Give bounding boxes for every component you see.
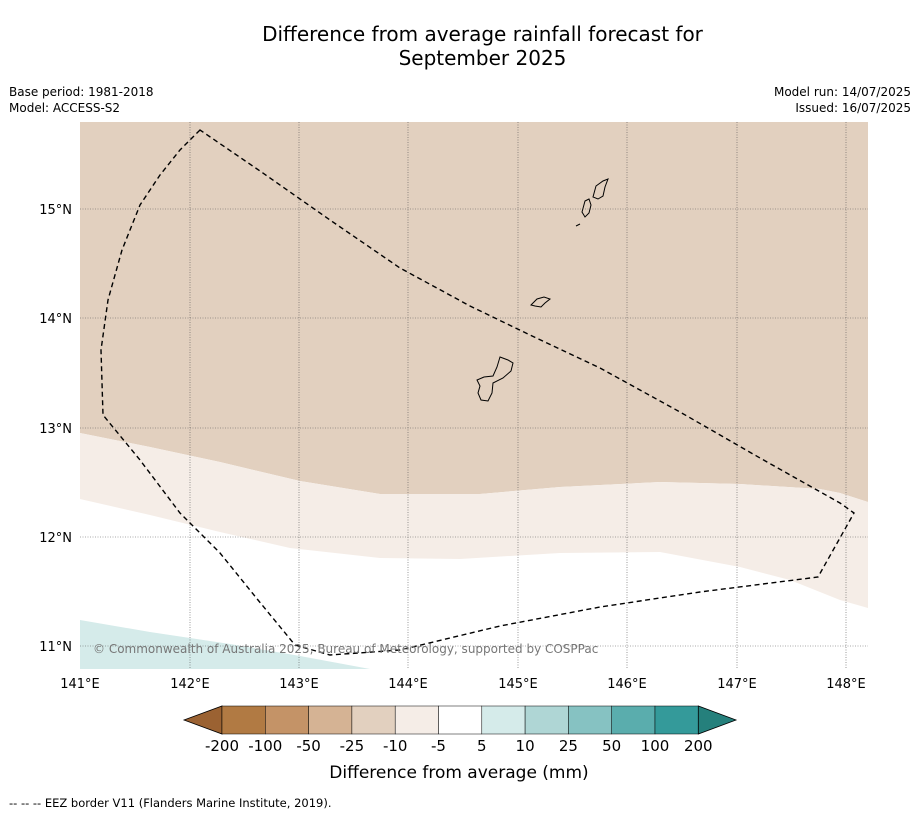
longitude-labels: 141°E 142°E 143°E 144°E 145°E 146°E 147°E 148°E (60, 677, 866, 692)
base-period: Base period: 1981-2018 (9, 85, 154, 99)
colorbar-tick-label: 25 (559, 737, 578, 755)
lat-label: 11°N (39, 640, 72, 655)
contour-beige-region (80, 433, 868, 608)
colorbar-tick-label: -25 (340, 737, 365, 755)
lat-label: 13°N (39, 422, 72, 437)
colorbar-segment (654, 705, 699, 735)
colorbar-tick-label: 10 (516, 737, 535, 755)
lon-label: 144°E (388, 677, 428, 692)
colorbar-tick-label: -50 (296, 737, 321, 755)
lon-label: 146°E (607, 677, 647, 692)
colorbar-title: Difference from average (mm) (329, 763, 588, 783)
colorbar-segment (524, 705, 569, 735)
model-name: Model: ACCESS-S2 (9, 101, 121, 115)
copyright-notice: © Commonwealth of Australia 2025, Bureau… (93, 642, 598, 656)
map-title: Difference from average rainfall forecas… (0, 22, 919, 70)
colorbar-tick-label: 100 (641, 737, 670, 755)
title-line-1: Difference from average rainfall forecas… (262, 22, 703, 46)
colorbar (182, 705, 738, 735)
lon-label: 145°E (498, 677, 538, 692)
lon-label: 147°E (717, 677, 757, 692)
meta-right: Model run: 14/07/2025 Issued: 16/07/2025 (774, 84, 911, 116)
colorbar-tick-label: -10 (383, 737, 408, 755)
colorbar-segment (308, 705, 353, 735)
colorbar-segment (481, 705, 526, 735)
lon-label: 142°E (170, 677, 210, 692)
footnote: -- -- -- EEZ border V11 (Flanders Marine… (9, 796, 332, 810)
island-outlines (476, 178, 609, 402)
contour-teal-region (80, 620, 370, 669)
colorbar-tick-label: 5 (477, 737, 487, 755)
colorbar-segment (265, 705, 309, 735)
lon-label: 141°E (60, 677, 100, 692)
aguijan-island (575, 223, 581, 227)
colorbar-tick-label: 200 (684, 737, 713, 755)
lat-label: 14°N (39, 312, 72, 327)
colorbar-segment (351, 705, 396, 735)
colorbar-tick-label: -100 (248, 737, 282, 755)
tinian-island (581, 198, 592, 218)
saipan-island (592, 178, 609, 200)
graticule (80, 122, 868, 669)
guam-island (476, 356, 514, 402)
colorbar-labels: -200 -100 -50 -25 -10 -5 5 10 25 50 100 200 (205, 737, 713, 755)
colorbar-tick-label: 50 (602, 737, 621, 755)
colorbar-extend-low (182, 705, 223, 735)
latitude-labels: 15°N 14°N 13°N 12°N 11°N (39, 203, 72, 655)
map-area: © Commonwealth of Australia 2025, Bureau… (80, 122, 868, 669)
lon-label: 143°E (279, 677, 319, 692)
contour-tan-region (80, 122, 868, 502)
colorbar-tick-label: -200 (205, 737, 239, 755)
issued-date: Issued: 16/07/2025 (795, 101, 911, 115)
colorbar-segment (221, 705, 266, 735)
title-line-2: September 2025 (398, 46, 567, 70)
colorbar-segment (611, 705, 656, 735)
lat-label: 15°N (39, 203, 72, 218)
colorbar-segment (438, 705, 483, 735)
colorbar-tick-label: -5 (431, 737, 446, 755)
meta-left: Base period: 1981-2018 Model: ACCESS-S2 (9, 84, 154, 116)
rota-island (530, 296, 552, 308)
lon-label: 148°E (826, 677, 866, 692)
colorbar-segment (394, 705, 439, 735)
colorbar-extend-high (697, 705, 738, 735)
colorbar-segment (568, 705, 612, 735)
model-run: Model run: 14/07/2025 (773, 85, 911, 99)
lat-label: 12°N (39, 531, 72, 546)
eez-border (100, 129, 855, 656)
